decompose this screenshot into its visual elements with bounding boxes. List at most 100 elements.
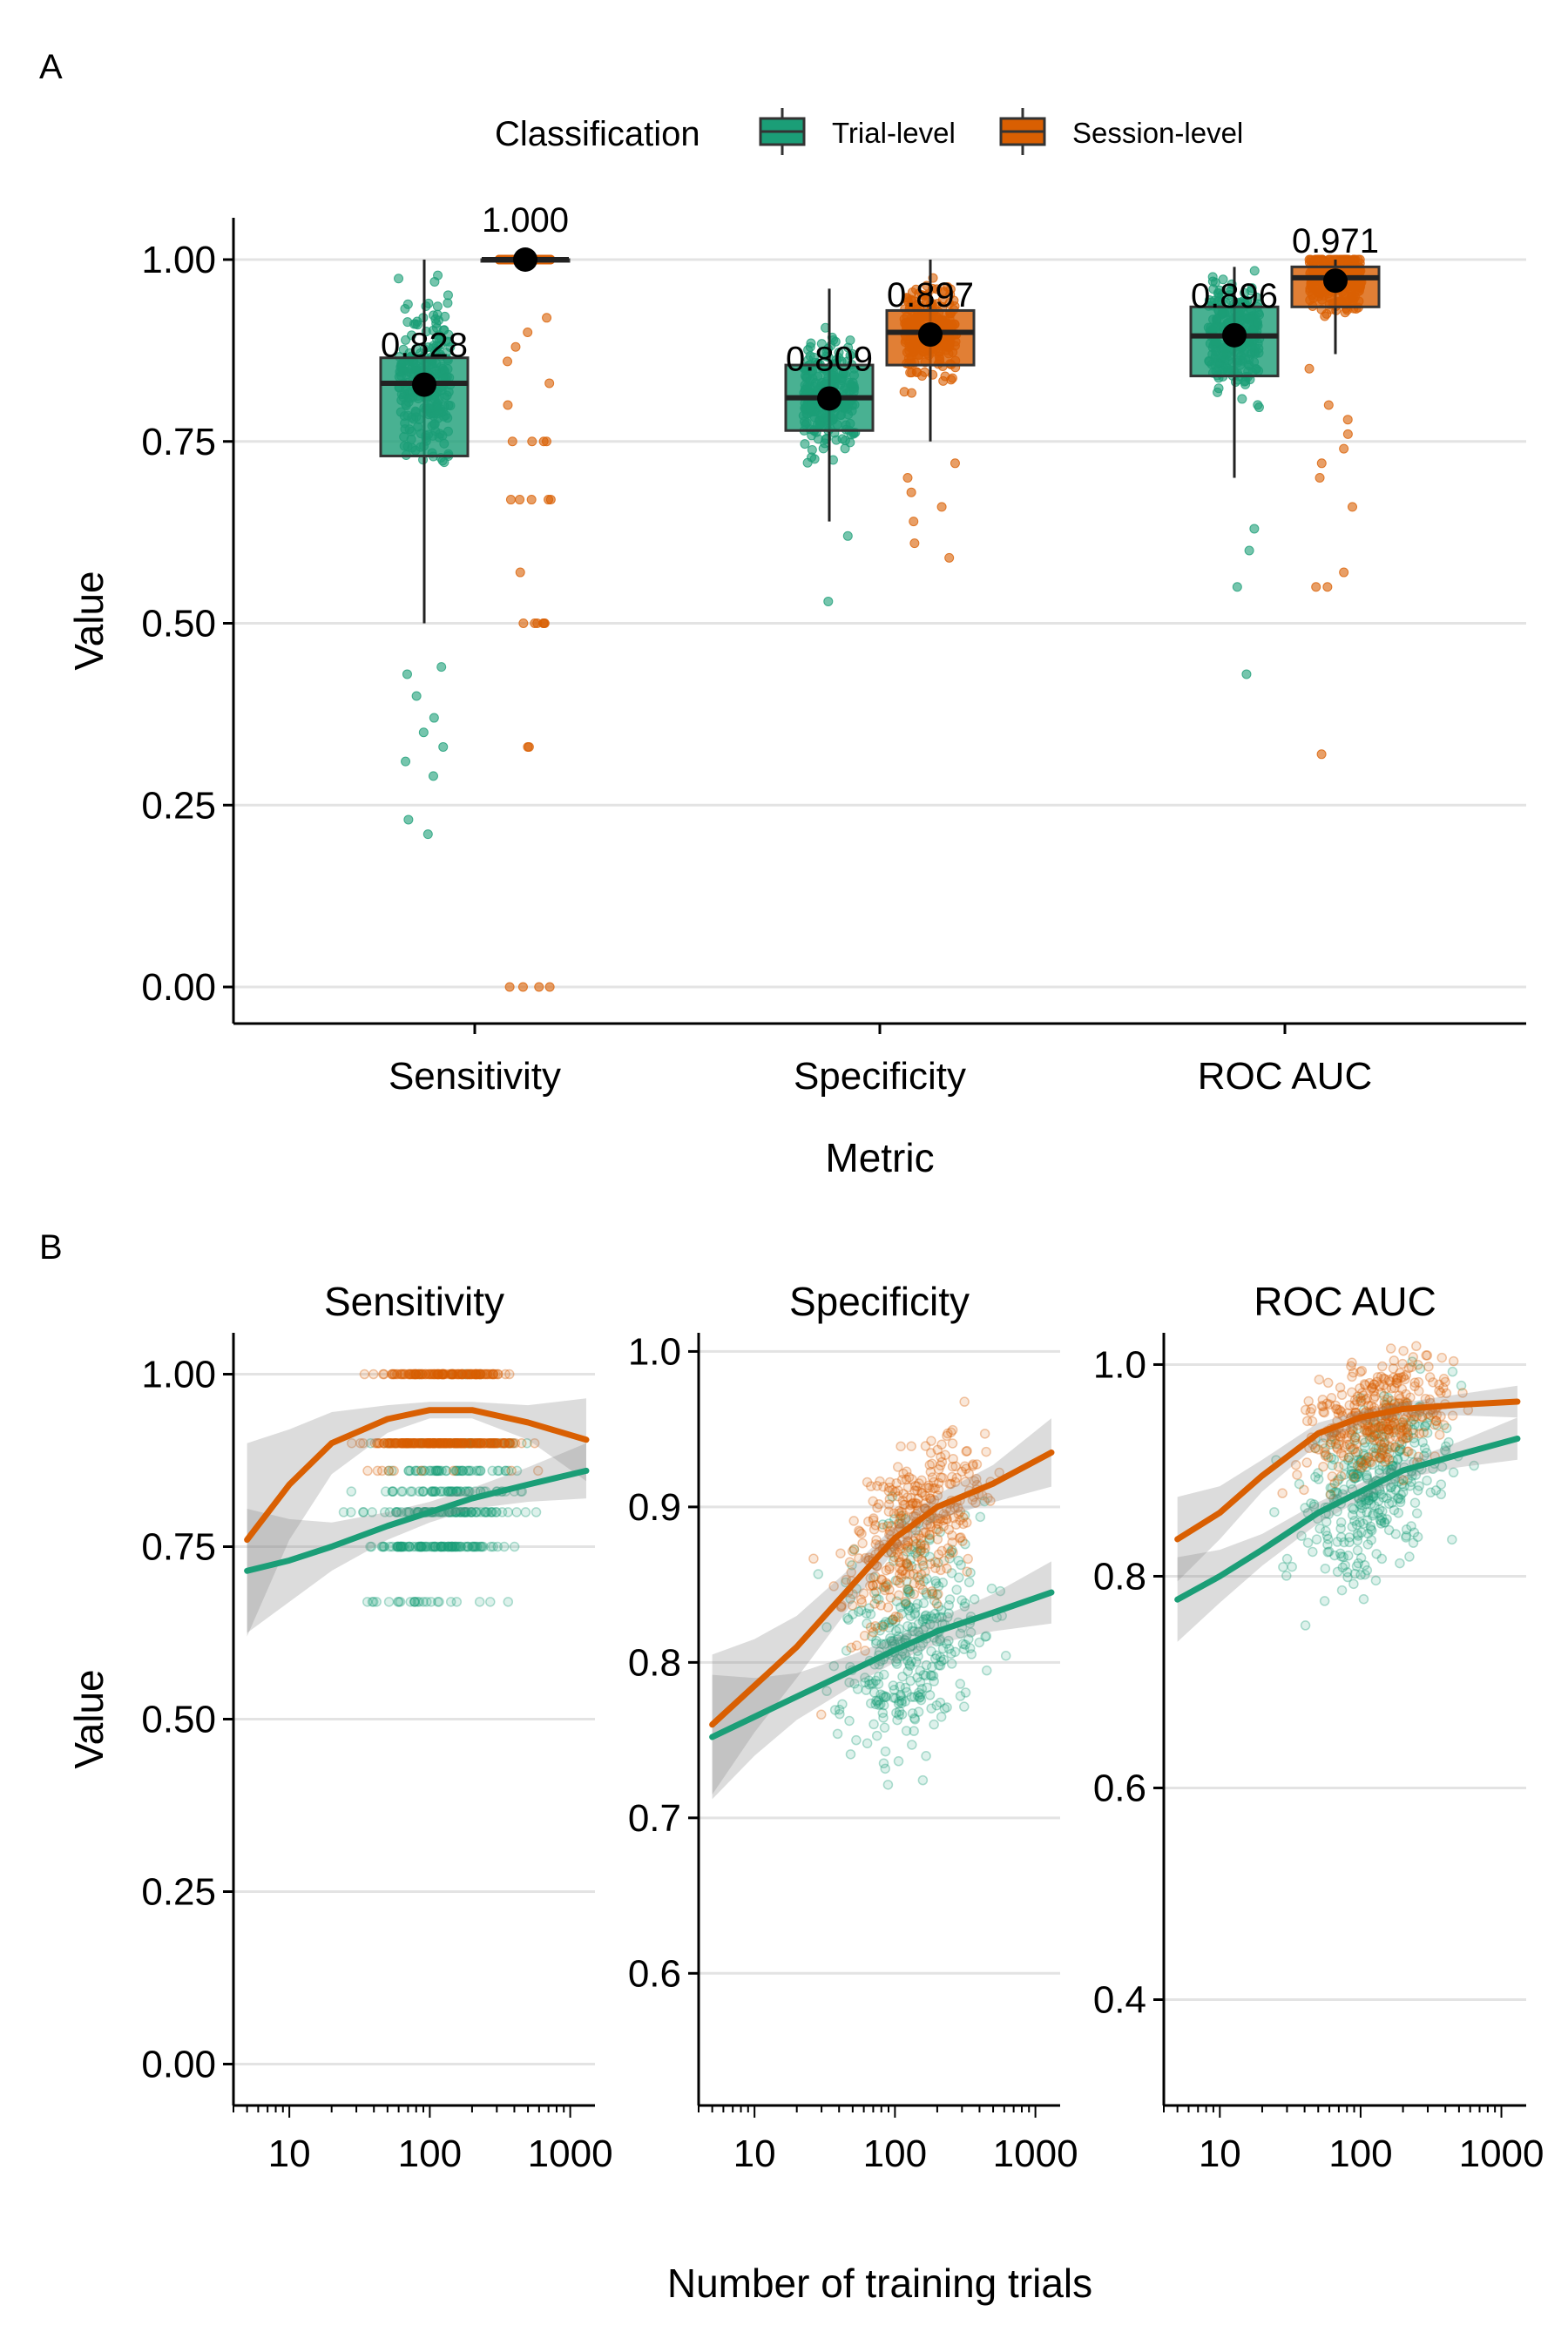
data-point [464,1437,475,1449]
data-point [1418,1427,1429,1438]
data-point [1369,1379,1379,1390]
data-point [393,1437,403,1449]
data-point [888,1680,899,1691]
data-point [1323,400,1334,410]
data-point [462,1465,472,1477]
data-point [416,1437,427,1449]
data-point [896,1441,906,1452]
data-point [1342,1551,1354,1561]
data-point [1423,1362,1434,1372]
data-point [436,333,446,343]
data-point [1332,1566,1343,1578]
data-point [438,1369,449,1380]
data-point [432,1541,443,1552]
data-point [391,1541,402,1552]
data-point [439,1437,449,1449]
data-point [475,1465,486,1477]
data-point [1323,1452,1334,1463]
data-point [401,756,411,767]
data-point [456,1437,468,1449]
mean-marker [918,322,943,348]
data-point [930,1563,941,1573]
data-point [465,1369,476,1380]
x-tick-label: 100 [863,2132,927,2175]
data-point [472,1507,483,1517]
data-point [420,1369,431,1380]
data-point [504,1437,515,1449]
data-point [884,1561,896,1572]
data-point [460,1437,471,1449]
data-point [1343,1452,1355,1463]
data-point [466,1507,477,1517]
data-point [1247,283,1257,294]
data-point [900,1598,911,1610]
data-point [462,1437,472,1449]
data-point [1428,1377,1438,1388]
data-point [874,1700,884,1710]
data-point [389,1369,400,1380]
data-point [409,1437,419,1449]
data-point [832,1728,843,1740]
data-point [384,1507,395,1517]
data-point [1406,1362,1417,1373]
data-point [472,1437,483,1449]
data-point [1241,669,1252,679]
data-point [472,1541,483,1552]
data-point [541,436,551,447]
data-point [1342,1571,1353,1583]
data-point [864,1680,875,1690]
data-point [425,1437,436,1449]
data-point [493,1369,504,1380]
data-point [1232,582,1242,592]
data-point [1409,1497,1421,1508]
data-point [387,1486,397,1497]
data-point [879,1722,890,1734]
data-point [480,1507,490,1517]
data-point [409,1369,419,1380]
data-point [423,1437,434,1449]
data-point [463,1369,474,1380]
data-point [485,1507,497,1517]
data-point [445,1541,456,1552]
data-point [515,495,525,505]
data-point [429,1437,439,1449]
data-point [495,1437,505,1449]
data-point [1314,1374,1325,1385]
data-point [464,1486,475,1497]
data-point [451,1437,463,1449]
data-point [424,1437,435,1449]
data-point [463,1541,474,1552]
data-point [509,1541,520,1552]
data-point [446,1541,457,1552]
data-point [921,1751,931,1761]
y-tick-label: 0.00 [141,966,216,1009]
data-point [386,1369,397,1380]
data-point [931,1598,943,1609]
data-point [909,1609,920,1620]
data-point [399,1437,409,1449]
data-point [470,1369,482,1380]
data-point [1379,1396,1390,1408]
data-point [830,336,841,347]
data-point [470,1437,482,1449]
data-point [366,1541,377,1552]
data-point [484,1437,495,1449]
data-point [526,495,537,505]
data-point [449,1437,460,1449]
data-point [421,1541,431,1552]
data-point [918,1560,929,1571]
data-point [451,1486,462,1497]
data-point [1292,1470,1302,1480]
data-point [388,1486,399,1497]
data-point [818,443,828,454]
data-point [429,1369,440,1380]
data-point [1339,443,1349,454]
data-point [459,1507,470,1517]
data-point [365,1541,375,1552]
data-point [460,1507,470,1517]
data-point [405,1437,416,1449]
data-point [359,1369,370,1380]
data-point [429,1369,440,1380]
data-point [499,1437,510,1449]
data-point [435,1369,445,1380]
